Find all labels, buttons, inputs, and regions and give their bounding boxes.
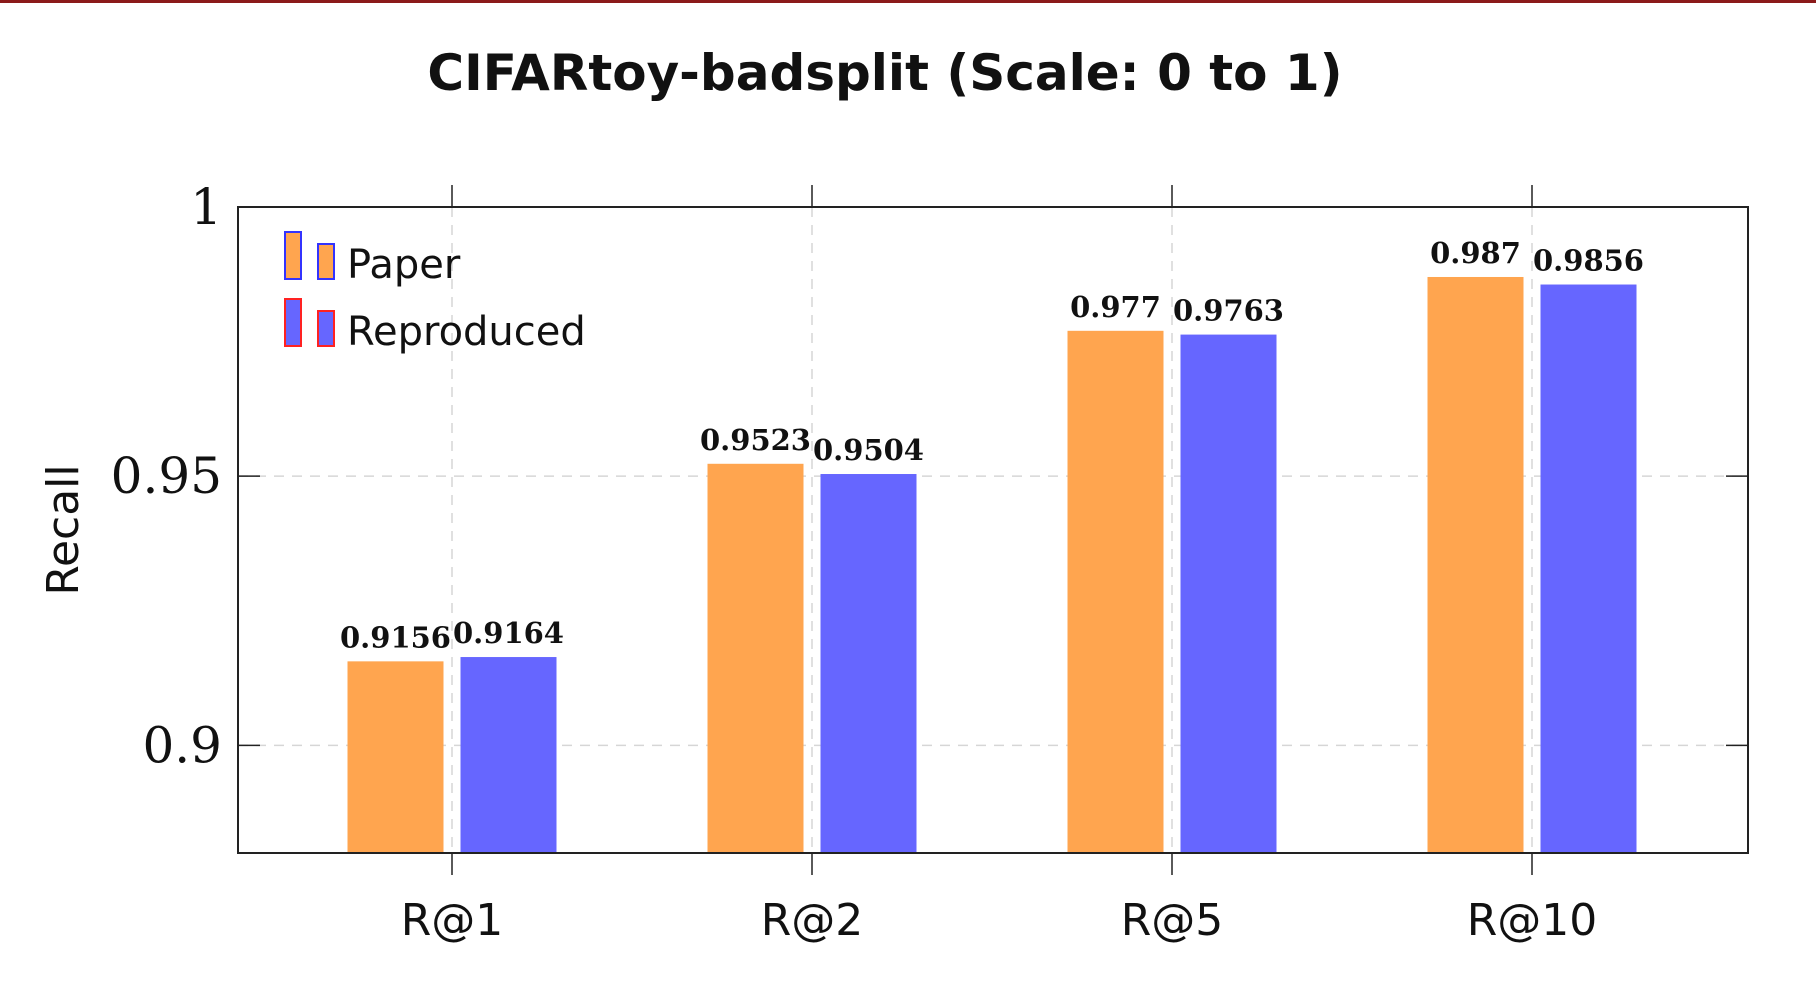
bar-paper-r5 — [1067, 330, 1164, 854]
bar-paper-r10 — [1427, 276, 1524, 853]
bar-reproduced-r5 — [1180, 334, 1277, 854]
value-label: 0.987 — [1430, 236, 1521, 270]
value-label: 0.9523 — [700, 423, 811, 457]
y-axis-label: Recall — [38, 464, 89, 595]
bar-reproduced-r10 — [1540, 284, 1637, 853]
x-tick-label: R@10 — [1467, 895, 1598, 946]
value-label: 0.9504 — [813, 433, 924, 467]
bar-reproduced-r2 — [820, 474, 917, 853]
bar-reproduced-r1 — [460, 657, 557, 853]
legend-label: Reproduced — [347, 309, 586, 355]
legend-swatch — [317, 243, 335, 280]
legend-label: Paper — [347, 242, 461, 288]
chart-title: CIFARtoy-badsplit (Scale: 0 to 1) — [427, 44, 1342, 102]
legend-swatch — [284, 231, 302, 280]
y-tick-label: 1 — [190, 178, 222, 236]
legend: Paper Reproduced — [284, 231, 586, 355]
value-label: 0.9156 — [340, 620, 451, 654]
x-tick-label: R@2 — [761, 895, 864, 946]
bars — [347, 276, 1637, 854]
plot-frame — [237, 206, 1749, 854]
x-tick-label: R@5 — [1121, 895, 1224, 946]
value-label: 0.9856 — [1533, 244, 1644, 278]
value-label: 0.9763 — [1173, 294, 1284, 328]
bar-paper-r1 — [347, 661, 444, 853]
bar-paper-r2 — [707, 463, 804, 853]
value-labels: 0.9156 0.9523 0.977 0.987 0.9164 0.9504 0.9763… — [340, 236, 1644, 654]
top-rule — [0, 0, 1816, 3]
value-label: 0.977 — [1070, 290, 1161, 324]
y-tick-label: 0.95 — [111, 447, 222, 505]
y-tick-label: 0.9 — [142, 716, 222, 774]
axes: 0.9 0.95 1 R@1 R@2 R@5 R@10 — [111, 178, 1749, 946]
x-tick-label: R@1 — [401, 895, 504, 946]
value-label: 0.9164 — [453, 616, 564, 650]
legend-swatch — [284, 298, 302, 347]
legend-swatch — [317, 310, 335, 347]
